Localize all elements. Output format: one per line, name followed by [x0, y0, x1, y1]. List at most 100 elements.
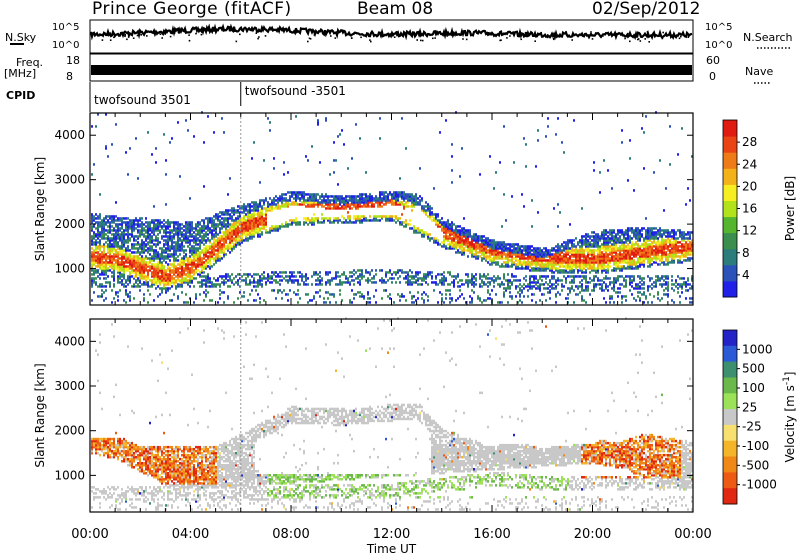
freq-label-bottom: [MHz]: [4, 67, 36, 80]
x-tick-label: 08:00: [272, 527, 309, 542]
colorbar-tick-label: 12: [742, 224, 757, 238]
nsearch-point: [96, 34, 99, 36]
colorbar-segment: [723, 280, 737, 298]
nsearch-point: [124, 33, 126, 36]
nsky-panel-frame: [89, 19, 694, 54]
freq-tick-high: 18: [66, 54, 80, 67]
nsearch-point: [370, 40, 372, 43]
colorbar-segment: [723, 152, 737, 169]
nave-label: Nave: [745, 65, 773, 78]
x-tick-label: 04:00: [172, 527, 209, 542]
nsearch-point: [146, 35, 148, 37]
colorbar-tick-label: 28: [742, 135, 757, 149]
colorbar-segment: [723, 330, 737, 347]
colorbar-segment: [723, 136, 737, 153]
colorbar-segment: [723, 472, 737, 489]
nsearch-point: [371, 31, 373, 33]
x-tick-label: 20:00: [574, 527, 611, 542]
nsearch-point: [330, 35, 332, 37]
cpid-entry: twofsound -3501: [245, 84, 346, 98]
nsearch-point: [127, 36, 130, 38]
date-label: 02/Sep/2012: [592, 0, 701, 19]
nsearch-point: [421, 39, 424, 42]
x-tick-label: 16:00: [473, 527, 510, 542]
colorbar-tick-label: 20: [742, 179, 757, 193]
nsearch-point: [546, 36, 549, 39]
freq-tick-low: 8: [66, 70, 73, 83]
colorbar-tick-label: -1000: [742, 478, 777, 492]
y-axis-label: Slant Range [km]: [33, 363, 47, 467]
nsearch-point: [380, 35, 382, 37]
colorbar-segment: [723, 216, 737, 234]
nsearch-point: [201, 31, 203, 33]
colorbar-segment: [723, 264, 737, 282]
colorbar-tick-label: 1000: [742, 342, 773, 356]
nsearch-point: [546, 34, 549, 36]
nsearch-label: N.Search: [743, 31, 793, 44]
velocity-heatmap-cells: [91, 317, 693, 511]
y-tick-label: 4000: [54, 128, 85, 142]
nsearch-point: [593, 34, 595, 36]
x-tick-label: 00:00: [71, 527, 108, 542]
nsky-label: N.Sky: [5, 31, 37, 44]
nsearch-point: [126, 38, 128, 41]
nsearch-point: [678, 37, 681, 40]
nsearch-point: [350, 37, 353, 39]
nsearch-point: [239, 33, 241, 36]
nsearch-point: [159, 33, 162, 35]
nsearch-point: [590, 31, 592, 33]
colorbar-segment: [723, 456, 737, 473]
nsearch-point: [113, 36, 115, 39]
nsearch-point: [432, 37, 434, 40]
nsearch-point: [602, 35, 604, 37]
nsearch-point: [565, 31, 567, 33]
y-tick-label: 4000: [54, 334, 85, 348]
cpid-entry: twofsound 3501: [94, 93, 191, 107]
nsearch-point: [416, 39, 418, 41]
x-tick-label: 00:00: [674, 527, 711, 542]
site-title: Prince George (fitACF): [92, 0, 292, 19]
nsearch-point: [136, 34, 139, 37]
nsearch-point: [648, 41, 650, 43]
nsearch-tick-high: 10^5: [705, 22, 732, 33]
nsky-tick-low: 10^0: [52, 40, 79, 51]
freq-label-top: Freq.: [16, 56, 43, 69]
colorbar-tick-label: 100: [742, 381, 765, 395]
nsearch-point: [166, 31, 168, 34]
nsearch-point: [360, 36, 362, 39]
nsearch-point: [313, 34, 316, 36]
nsearch-point: [161, 37, 163, 39]
colorbar-segment: [723, 488, 737, 505]
x-axis-label: Time UT: [366, 542, 417, 554]
nsearch-point: [639, 40, 642, 42]
nsearch-point: [257, 37, 259, 40]
colorbar-tick-label: 25: [742, 400, 757, 414]
colorbar-segment: [723, 424, 737, 442]
nsearch-point: [646, 31, 649, 33]
colorbar-segment: [723, 200, 737, 218]
colorbar-tick-label: 24: [742, 157, 757, 171]
nsearch-point: [325, 31, 327, 33]
nsearch-point: [446, 35, 448, 37]
nsearch-point: [308, 37, 311, 40]
nsearch-point: [188, 34, 190, 36]
nsearch-point: [637, 38, 640, 40]
colorbar-segment: [723, 184, 737, 201]
nsearch-point: [506, 37, 508, 39]
colorbar-segment: [723, 409, 737, 426]
nsearch-point: [258, 36, 260, 38]
y-tick-label: 2000: [54, 217, 85, 231]
nsearch-point: [465, 38, 468, 41]
nsearch-point: [687, 36, 690, 38]
nsearch-point: [140, 34, 142, 36]
power-colorbar: [723, 120, 737, 298]
nsearch-point: [420, 39, 422, 42]
nsearch-point: [169, 35, 172, 38]
nsearch-point: [307, 40, 309, 43]
nsearch-point: [195, 32, 197, 35]
nsearch-point: [396, 31, 398, 33]
colorbar-tick-label: 16: [742, 202, 757, 216]
colorbar-frame: [722, 329, 738, 505]
nsearch-point: [644, 38, 646, 40]
